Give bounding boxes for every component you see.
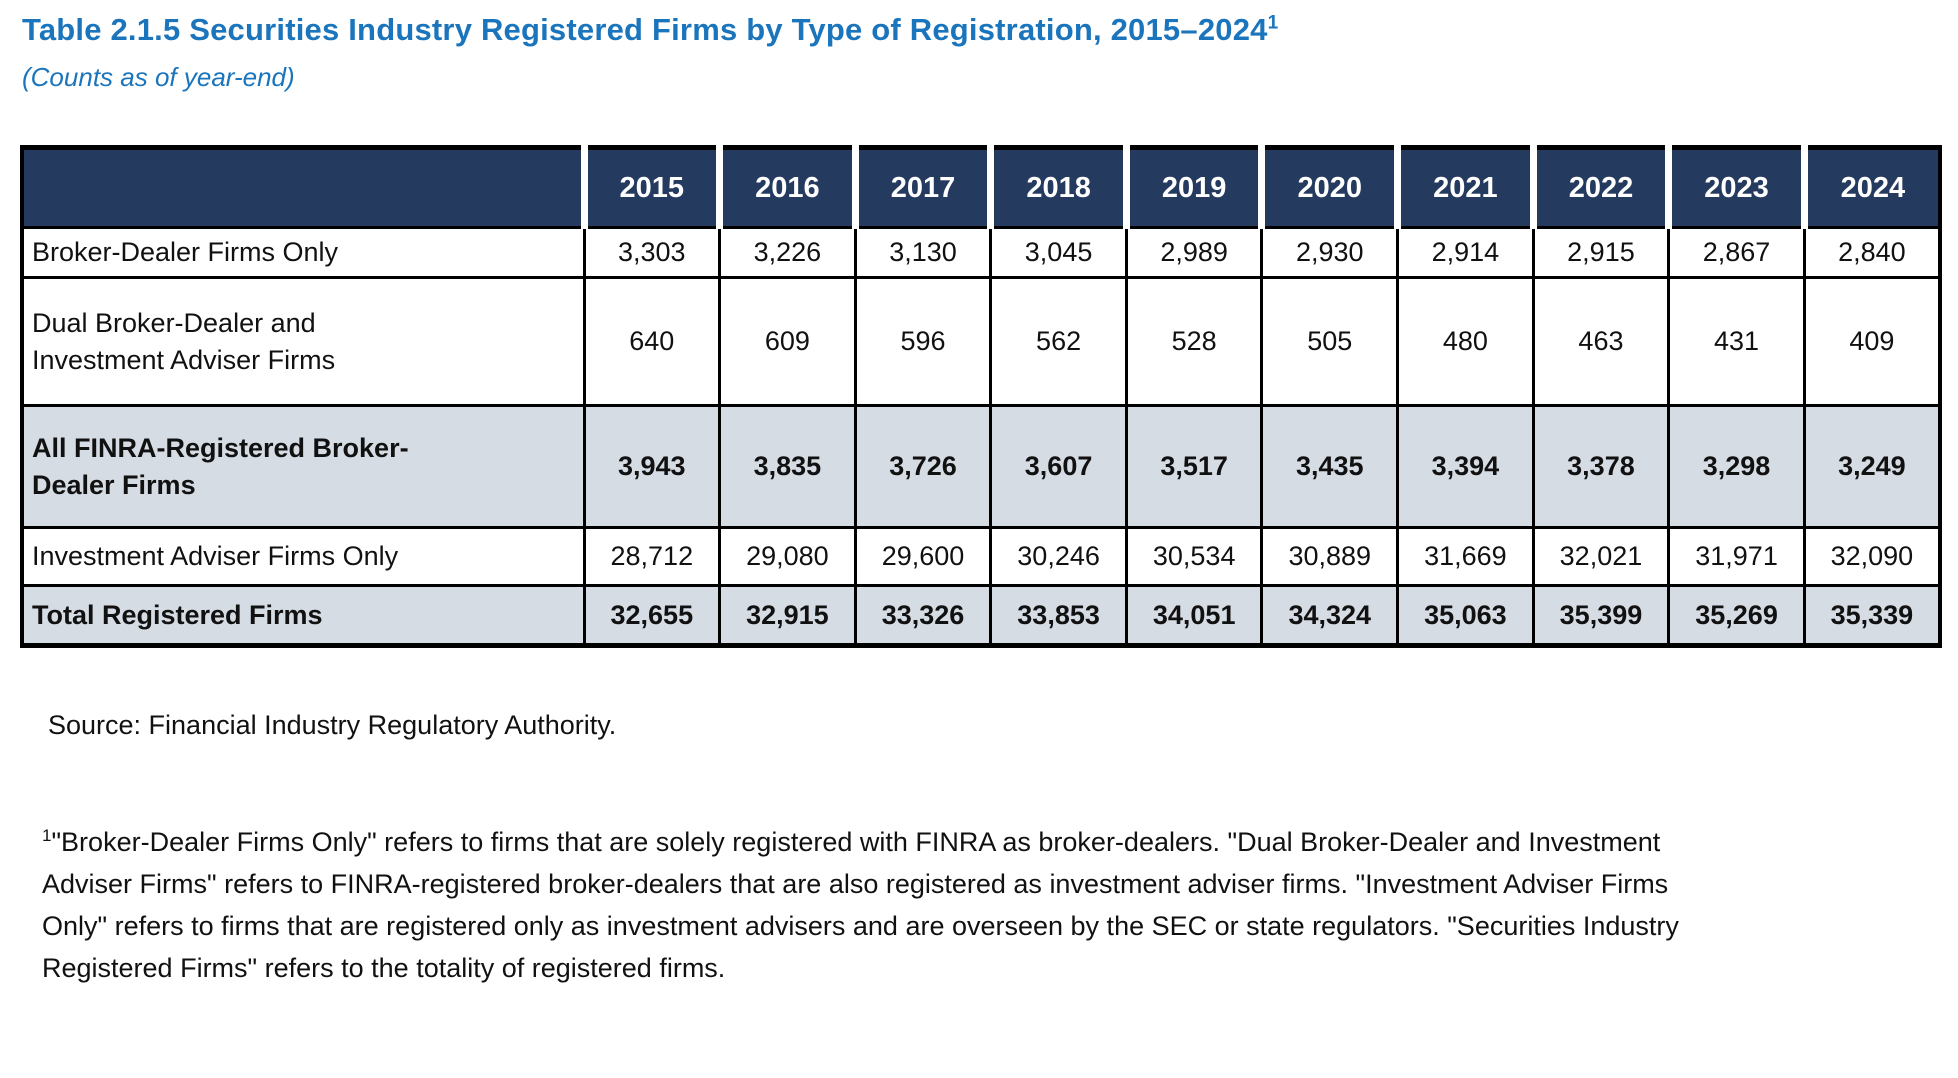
table-row: Dual Broker-Dealer and Investment Advise…	[20, 276, 1942, 407]
row-label: Broker-Dealer Firms Only	[20, 226, 586, 279]
value-cell: 35,063	[1396, 584, 1535, 648]
table-row: Broker-Dealer Firms Only 3,303 3,226 3,130 3…	[20, 226, 1942, 279]
value-cell: 2,914	[1396, 226, 1535, 279]
value-cell: 3,378	[1531, 404, 1671, 529]
value-cell: 32,090	[1802, 526, 1942, 587]
value-cell: 505	[1260, 276, 1400, 407]
value-cell: 2,930	[1260, 226, 1400, 279]
value-cell: 35,399	[1531, 584, 1671, 648]
value-cell: 34,324	[1260, 584, 1400, 648]
table-row: All FINRA-Registered Broker- Dealer Firm…	[20, 404, 1942, 529]
year-header-2015: 2015	[584, 145, 724, 228]
value-cell: 32,655	[582, 584, 722, 648]
value-cell: 30,246	[989, 526, 1128, 587]
value-cell: 2,840	[1802, 226, 1942, 279]
year-header-2024: 2024	[1804, 145, 1942, 228]
value-cell: 30,889	[1260, 526, 1400, 587]
value-cell: 562	[989, 276, 1128, 407]
value-cell: 31,669	[1396, 526, 1535, 587]
footnote-marker: 1	[42, 826, 52, 845]
year-header-2019: 2019	[1126, 145, 1266, 228]
value-cell: 35,269	[1667, 584, 1806, 648]
corner-header-cell	[20, 145, 588, 228]
table-row: Investment Adviser Firms Only 28,712 29,08…	[20, 526, 1942, 587]
value-cell: 3,249	[1802, 404, 1942, 529]
footnote-paragraph: 1"Broker-Dealer Firms Only" refers to fi…	[42, 821, 1682, 989]
value-cell: 431	[1667, 276, 1806, 407]
year-header-row: 2015 2016 2017 2018 2019 2020 2021 2022 2023 2024	[20, 145, 1942, 228]
value-cell: 29,080	[718, 526, 857, 587]
value-cell: 3,394	[1396, 404, 1535, 529]
value-cell: 3,607	[989, 404, 1128, 529]
year-header-2017: 2017	[855, 145, 995, 228]
value-cell: 596	[853, 276, 993, 407]
value-cell: 29,600	[853, 526, 993, 587]
value-cell: 3,298	[1667, 404, 1806, 529]
value-cell: 3,943	[582, 404, 722, 529]
value-cell: 3,835	[718, 404, 857, 529]
value-cell: 528	[1124, 276, 1264, 407]
value-cell: 35,339	[1802, 584, 1942, 648]
table-row: Total Registered Firms 32,655 32,915 33,326…	[20, 584, 1942, 648]
year-header-2020: 2020	[1261, 145, 1402, 228]
year-header-2023: 2023	[1668, 145, 1808, 228]
page-subtitle: (Counts as of year-end)	[22, 62, 295, 92]
page-title: Table 2.1.5 Securities Industry Register…	[22, 12, 1938, 48]
value-cell: 3,726	[853, 404, 993, 529]
report-page: Table 2.1.5 Securities Industry Register…	[20, 12, 1942, 989]
value-cell: 640	[582, 276, 722, 407]
value-cell: 3,517	[1124, 404, 1264, 529]
value-cell: 3,303	[582, 226, 722, 279]
year-header-2016: 2016	[719, 145, 859, 228]
page-title-text: Table 2.1.5 Securities Industry Register…	[22, 12, 1268, 47]
value-cell: 28,712	[582, 526, 722, 587]
value-cell: 2,867	[1667, 226, 1806, 279]
value-cell: 34,051	[1124, 584, 1264, 648]
value-cell: 609	[718, 276, 857, 407]
value-cell: 2,915	[1531, 226, 1671, 279]
value-cell: 409	[1802, 276, 1942, 407]
value-cell: 3,045	[989, 226, 1128, 279]
row-label: All FINRA-Registered Broker- Dealer Firm…	[20, 404, 586, 529]
value-cell: 33,326	[853, 584, 993, 648]
value-cell: 32,021	[1531, 526, 1671, 587]
value-cell: 32,915	[718, 584, 857, 648]
value-cell: 3,226	[718, 226, 857, 279]
title-footnote-marker: 1	[1267, 12, 1279, 34]
value-cell: 2,989	[1124, 226, 1264, 279]
value-cell: 31,971	[1667, 526, 1806, 587]
row-label: Dual Broker-Dealer and Investment Advise…	[20, 276, 586, 407]
registered-firms-table: 2015 2016 2017 2018 2019 2020 2021 2022 2023 2024…	[20, 145, 1942, 648]
source-line: Source: Financial Industry Regulatory Au…	[48, 710, 617, 740]
year-header-2018: 2018	[990, 145, 1130, 228]
row-label: Investment Adviser Firms Only	[20, 526, 586, 587]
table-body: Broker-Dealer Firms Only 3,303 3,226 3,130 3…	[20, 226, 1942, 648]
year-header-2022: 2022	[1533, 145, 1673, 228]
year-header-2021: 2021	[1397, 145, 1537, 228]
value-cell: 480	[1396, 276, 1535, 407]
value-cell: 30,534	[1124, 526, 1264, 587]
value-cell: 3,130	[853, 226, 993, 279]
row-label: Total Registered Firms	[20, 584, 586, 648]
footnote-text: "Broker-Dealer Firms Only" refers to fir…	[42, 827, 1679, 983]
value-cell: 463	[1531, 276, 1671, 407]
value-cell: 33,853	[989, 584, 1128, 648]
value-cell: 3,435	[1260, 404, 1400, 529]
